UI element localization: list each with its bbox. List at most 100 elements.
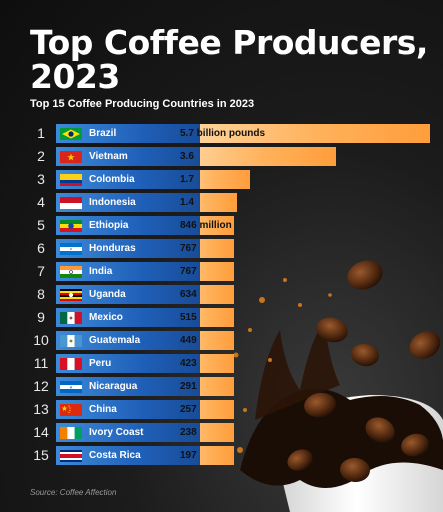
country-name: Guatemala [89, 335, 141, 346]
nicaragua-flag-icon [60, 381, 82, 393]
rank-number: 2 [37, 148, 45, 164]
rank-number: 7 [37, 263, 45, 279]
value-label: 1.4 [180, 197, 194, 208]
country-name: India [89, 266, 113, 277]
country-label-box: Ivory Coast [56, 423, 200, 442]
table-row: 5 Ethiopia 846 million [30, 216, 430, 235]
country-label-box: China [56, 400, 200, 419]
country-name: Mexico [89, 312, 123, 323]
bar [174, 124, 430, 143]
page-subtitle: Top 15 Coffee Producing Countries in 202… [30, 98, 255, 110]
colombia-flag-icon [60, 174, 82, 186]
rank-number: 1 [37, 125, 45, 141]
rank-number: 8 [37, 286, 45, 302]
rank-number: 14 [33, 424, 49, 440]
country-label-box: Honduras [56, 239, 200, 258]
country-name: Brazil [89, 128, 117, 139]
honduras-flag-icon [60, 243, 82, 255]
splash-crown [255, 320, 340, 420]
table-row: 11 Peru 423 [30, 354, 430, 373]
value-label: 257 [180, 404, 197, 415]
india-flag-icon [60, 266, 82, 278]
value-label: 3.6 [180, 151, 194, 162]
rank-number: 6 [37, 240, 45, 256]
country-label-box: Ethiopia [56, 216, 200, 235]
guatemala-flag-icon [60, 335, 82, 347]
china-flag-icon [60, 404, 82, 416]
vietnam-flag-icon [60, 151, 82, 163]
bar [174, 147, 336, 166]
coffee-bean-icon [351, 343, 379, 367]
page-title: Top Coffee Producers, 2023 [30, 23, 428, 96]
brazil-flag-icon [60, 128, 82, 140]
table-row: 13 China 257 [30, 400, 430, 419]
country-name: Indonesia [89, 197, 136, 208]
value-label: 291 [180, 381, 197, 392]
indonesia-flag-icon [60, 197, 82, 209]
country-label-box: Costa Rica [56, 446, 200, 465]
value-label: 423 [180, 358, 197, 369]
value-label: 846 million [180, 220, 232, 231]
value-label: 197 [180, 450, 197, 461]
coffee-beans [287, 260, 441, 483]
rank-number: 13 [33, 401, 49, 417]
coffee-bean-icon [287, 449, 313, 471]
value-label: 515 [180, 312, 197, 323]
country-label-box: Nicaragua [56, 377, 200, 396]
table-row: 12 Nicaragua 291 [30, 377, 430, 396]
table-row: 10 Guatemala 449 [30, 331, 430, 350]
country-name: Uganda [89, 289, 126, 300]
mexico-flag-icon [60, 312, 82, 324]
country-label-box: Vietnam [56, 147, 200, 166]
value-label: 238 [180, 427, 197, 438]
table-row: 1 Brazil 5.7 billion pounds [30, 124, 430, 143]
country-name: Colombia [89, 174, 135, 185]
country-name: Honduras [89, 243, 136, 254]
country-label-box: Colombia [56, 170, 200, 189]
country-name: Peru [89, 358, 112, 369]
coffee-bean-icon [347, 260, 383, 290]
uganda-flag-icon [60, 289, 82, 301]
country-label-box: Indonesia [56, 193, 200, 212]
table-row: 9 Mexico 515 [30, 308, 430, 327]
rank-number: 4 [37, 194, 45, 210]
table-row: 3 Colombia 1.7 [30, 170, 430, 189]
coffee-bean-icon [316, 317, 348, 343]
coffee-bean-icon [304, 392, 336, 418]
value-label: 5.7 billion pounds [180, 128, 265, 139]
value-label: 1.7 [180, 174, 194, 185]
country-name: Costa Rica [89, 450, 141, 461]
country-name: Ivory Coast [89, 427, 144, 438]
rank-number: 10 [33, 332, 49, 348]
table-row: 6 Honduras 767 [30, 239, 430, 258]
table-row: 7 India 767 [30, 262, 430, 281]
rank-number: 15 [33, 447, 49, 463]
country-name: China [89, 404, 117, 415]
country-name: Vietnam [89, 151, 128, 162]
coffee-bean-icon [401, 433, 429, 457]
coffee-bean-icon [409, 331, 441, 359]
country-name: Nicaragua [89, 381, 138, 392]
table-row: 8 Uganda 634 [30, 285, 430, 304]
rank-number: 12 [33, 378, 49, 394]
table-row: 15 Costa Rica 197 [30, 446, 430, 465]
coffee-bean-icon [340, 457, 370, 483]
table-row: 2 Vietnam 3.6 [30, 147, 430, 166]
value-label: 767 [180, 243, 197, 254]
value-label: 449 [180, 335, 197, 346]
ivory-coast-flag-icon [60, 427, 82, 439]
rank-number: 3 [37, 171, 45, 187]
source-note: Source: Coffee Affection [30, 488, 117, 497]
rank-number: 9 [37, 309, 45, 325]
country-label-box: India [56, 262, 200, 281]
country-label-box: Peru [56, 354, 200, 373]
table-row: 4 Indonesia 1.4 [30, 193, 430, 212]
country-name: Ethiopia [89, 220, 129, 231]
rank-number: 11 [33, 355, 49, 371]
rank-number: 5 [37, 217, 45, 233]
costa-rica-flag-icon [60, 450, 82, 462]
value-label: 767 [180, 266, 197, 277]
value-label: 634 [180, 289, 197, 300]
coffee-bean-icon [365, 417, 395, 443]
